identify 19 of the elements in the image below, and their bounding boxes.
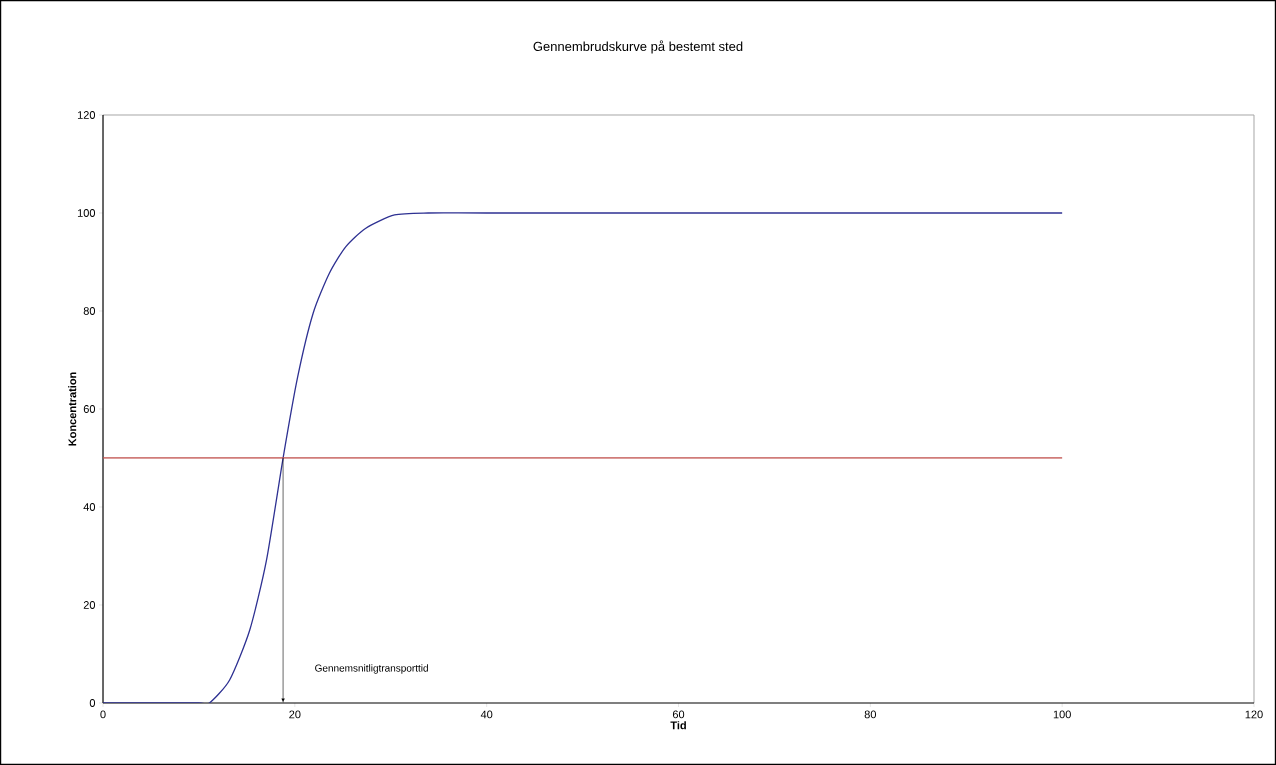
- x-axis-title: Tid: [670, 721, 686, 730]
- y-tick-label: 20: [83, 601, 96, 609]
- x-tick-label: 0: [100, 710, 106, 719]
- y-tick-label: 60: [83, 405, 96, 413]
- y-axis-title: Koncentration: [68, 372, 77, 446]
- x-tick-label: 40: [480, 710, 493, 719]
- x-tick-label: 80: [864, 710, 877, 719]
- chart-title: Gennembrudskurve på bestemt sted: [533, 40, 743, 54]
- annotation: Gennemsnitligtransporttid: [315, 664, 428, 674]
- x-tick-label: 120: [1245, 710, 1263, 719]
- line-series: [103, 212, 1063, 703]
- y-tick-label: 40: [83, 503, 96, 511]
- y-tick-label: 100: [77, 209, 96, 217]
- x-tick-label: 100: [1053, 710, 1071, 719]
- y-tick-label: 80: [83, 307, 96, 315]
- x-tick-label: 60: [672, 710, 685, 719]
- x-tick-label: 20: [289, 710, 301, 719]
- y-tick-label: 120: [77, 111, 96, 119]
- y-tick-label: 0: [89, 699, 96, 707]
